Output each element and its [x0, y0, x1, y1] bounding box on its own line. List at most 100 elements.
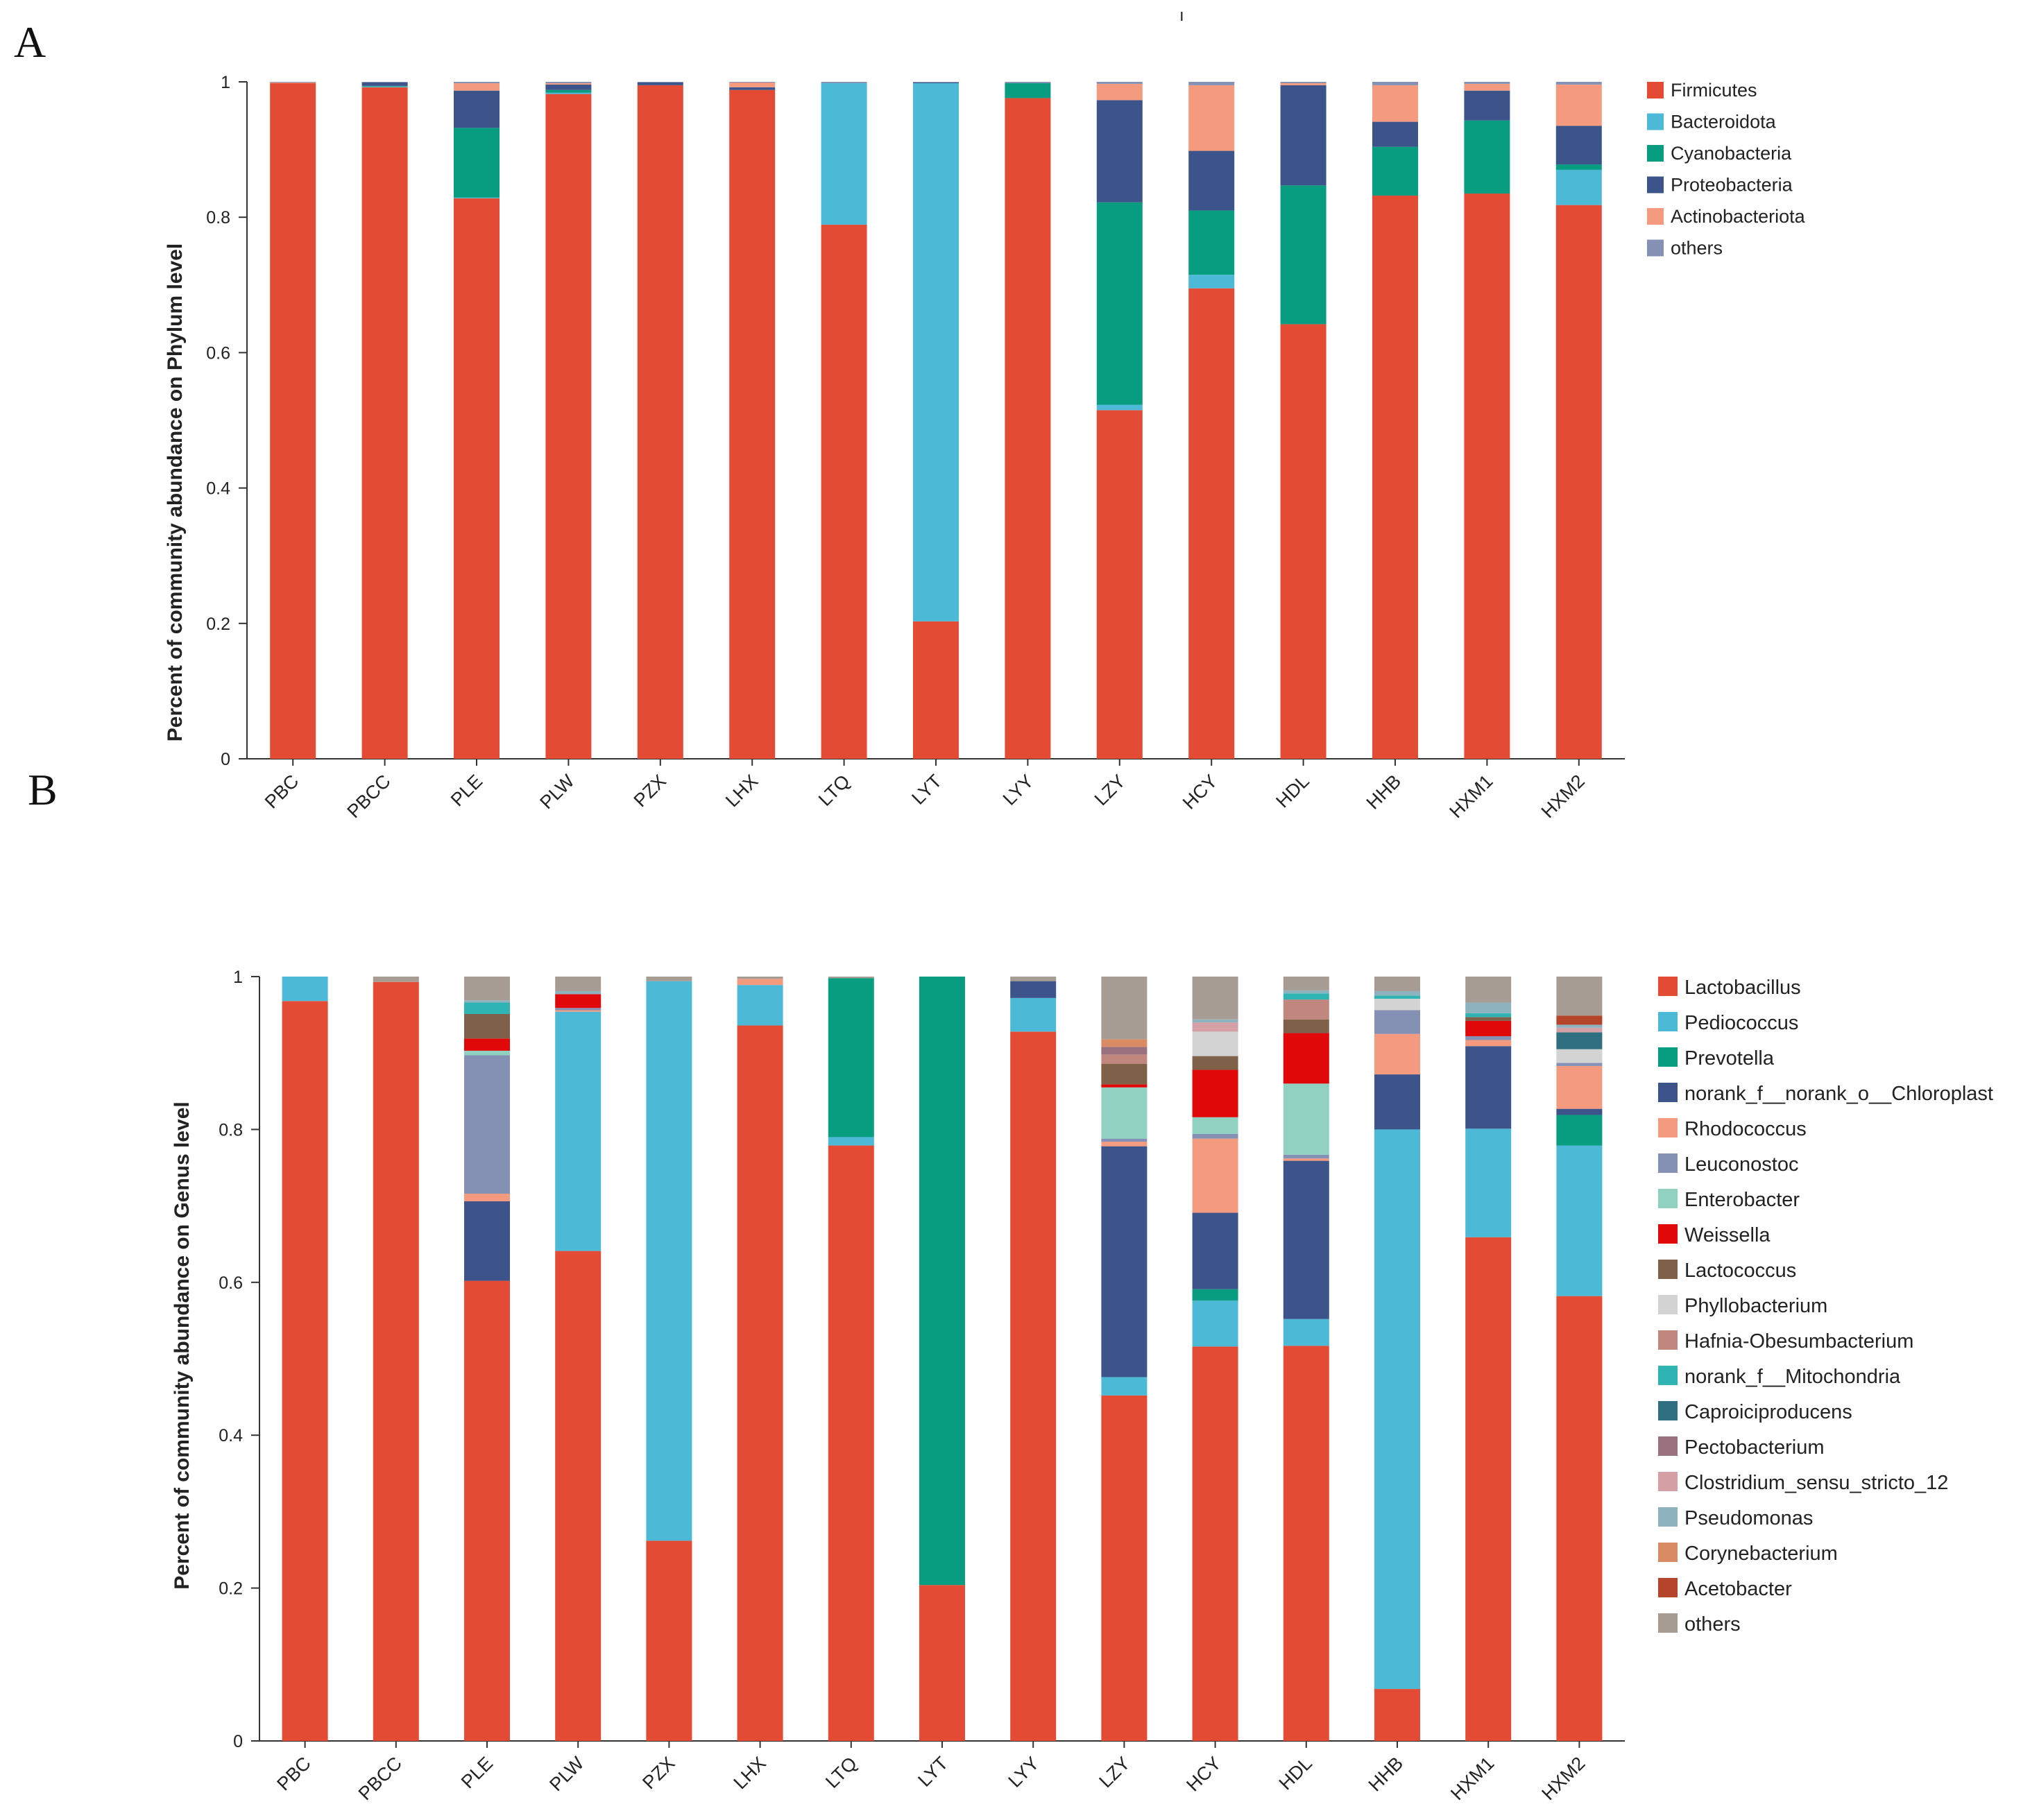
genus-bar-LTQ-Lactobacillus — [828, 1145, 874, 1741]
phylum-legend-swatch — [1647, 82, 1664, 98]
genus-bar-HDL-Enterobacter — [1283, 1083, 1329, 1155]
genus-bar-HCY-Leuconostoc — [1192, 1134, 1238, 1139]
phylum-bar-LHX-Actinobacteriota — [729, 82, 776, 87]
phylum-bar-PZX-Proteobacteria — [637, 82, 683, 85]
genus-legend-label: Enterobacter — [1684, 1189, 1800, 1211]
phylum-bar-PBCC-Proteobacteria — [361, 82, 408, 86]
genus-bar-LYY-norank_f__norank_o__Chloroplast — [1010, 981, 1057, 998]
phylum-bar-HCY-Firmicutes — [1188, 288, 1235, 759]
phylum-bar-HHB-Firmicutes — [1372, 195, 1418, 759]
phylum-bar-PZX-others — [637, 82, 683, 83]
phylum-bar-HXM1-Firmicutes — [1464, 194, 1510, 759]
phylum-bar-PLE-Proteobacteria — [454, 90, 500, 128]
phylum-x-tick-label-HXM2: HXM2 — [1537, 771, 1589, 822]
genus-bar-LZY-Enterobacter — [1101, 1087, 1148, 1139]
genus-bar-PLE-others — [464, 977, 510, 1001]
genus-legend-swatch — [1658, 1153, 1678, 1173]
genus-bar-LTQ-Pediococcus — [828, 1137, 874, 1146]
genus-bar-PLE-Lactobacillus — [464, 1280, 510, 1741]
phylum-bar-LHX-others — [729, 82, 776, 83]
phylum-bar-PLW-Firmicutes — [545, 94, 592, 759]
genus-bar-LZY-norank_f__norank_o__Chloroplast — [1101, 1146, 1148, 1377]
genus-y-tick-label: 0 — [233, 1732, 243, 1751]
genus-bar-PLW-Weissella — [555, 994, 602, 1008]
genus-bar-PLE-norank_f__norank_o__Chloroplast — [464, 1201, 510, 1281]
genus-bar-HXM1-norank_f__Mitochondria — [1465, 1013, 1512, 1018]
genus-bar-PLW-Lactobacillus — [555, 1251, 602, 1741]
phylum-y-tick-label: 0 — [221, 750, 230, 769]
panel-label-b: B — [28, 765, 58, 814]
genus-legend-swatch — [1658, 1366, 1678, 1385]
genus-bar-HXM2-Pseudomonas — [1556, 1024, 1603, 1028]
phylum-legend-swatch — [1647, 176, 1664, 194]
genus-legend-swatch — [1658, 1543, 1678, 1562]
genus-bar-HCY-Pediococcus — [1192, 1300, 1238, 1347]
phylum-bar-LYT-Bacteroidota — [913, 83, 959, 621]
genus-bar-LZY-Lactobacillus — [1101, 1395, 1148, 1741]
genus-bar-HHB-norank_f__norank_o__Chloroplast — [1374, 1074, 1420, 1130]
genus-y-tick-label: 0.2 — [219, 1579, 243, 1599]
genus-bar-PLW-Pseudomonas — [555, 990, 602, 995]
phylum-x-tick-label-PBC: PBC — [261, 771, 302, 812]
genus-bar-HXM2-Leuconostoc — [1556, 1063, 1603, 1066]
phylum-legend-label: others — [1671, 238, 1723, 259]
phylum-chart: Percent of community abundance on Phylum… — [164, 73, 1806, 822]
genus-bar-LHX-others — [737, 977, 783, 979]
genus-bar-HHB-Pediococcus — [1374, 1129, 1420, 1690]
phylum-bar-PBCC-Cyanobacteria — [361, 85, 408, 87]
genus-y-tick-label: 1 — [233, 968, 243, 987]
genus-bar-LHX-Rhodococcus — [737, 979, 783, 986]
genus-bar-PBC-Pediococcus — [282, 977, 328, 1002]
genus-bar-PLW-Leuconostoc — [555, 1008, 602, 1011]
phylum-bar-HHB-Cyanobacteria — [1372, 146, 1418, 196]
genus-legend-swatch — [1658, 1189, 1678, 1208]
phylum-y-tick-label: 0.2 — [206, 615, 230, 634]
genus-bar-PBCC-others — [373, 977, 419, 982]
phylum-x-tick-label-HDL: HDL — [1272, 771, 1313, 812]
phylum-bar-LYY-Firmicutes — [1005, 98, 1051, 759]
genus-bar-LZY-Rhodococcus — [1101, 1142, 1148, 1147]
genus-bar-HCY-Weissella — [1192, 1070, 1238, 1117]
genus-bar-HHB-others — [1374, 977, 1420, 991]
genus-legend-swatch — [1658, 1401, 1678, 1420]
panel-label-a: A — [14, 17, 46, 67]
phylum-x-tick-label-HHB: HHB — [1363, 771, 1406, 814]
genus-legend-swatch — [1658, 1260, 1678, 1279]
genus-legend-swatch — [1658, 1224, 1678, 1244]
genus-bar-HHB-Rhodococcus — [1374, 1033, 1420, 1075]
genus-bar-HXM2-Rhodococcus — [1556, 1065, 1603, 1109]
genus-legend-swatch — [1658, 977, 1678, 996]
genus-bar-PLW-Pediococcus — [555, 1011, 602, 1251]
phylum-bar-HCY-Bacteroidota — [1188, 275, 1235, 289]
genus-bar-HDL-norank_f__norank_o__Chloroplast — [1283, 1160, 1329, 1319]
genus-bar-HXM1-Weissella — [1465, 1020, 1512, 1036]
genus-legend-label: Lactobacillus — [1684, 977, 1801, 999]
genus-legend-swatch — [1658, 1083, 1678, 1102]
phylum-x-tick-label-PLE: PLE — [447, 771, 486, 810]
genus-bar-LYY-others — [1010, 977, 1057, 981]
phylum-bar-LZY-Proteobacteria — [1096, 100, 1143, 203]
genus-bars — [282, 977, 1603, 1741]
genus-bar-LYY-Pediococcus — [1010, 997, 1057, 1032]
phylum-legend-swatch — [1647, 145, 1664, 162]
genus-bar-PLE-norank_f__Mitochondria — [464, 1002, 510, 1014]
genus-bar-PLE-Rhodococcus — [464, 1193, 510, 1201]
genus-bar-HDL-Pediococcus — [1283, 1319, 1329, 1346]
phylum-x-tick-label-HCY: HCY — [1179, 771, 1222, 814]
genus-legend-swatch — [1658, 1047, 1678, 1067]
genus-legend-label: Phyllobacterium — [1684, 1295, 1827, 1317]
genus-legend-swatch — [1658, 1578, 1678, 1597]
phylum-bar-HDL-Cyanobacteria — [1280, 185, 1326, 325]
genus-legend-swatch — [1658, 1613, 1678, 1633]
genus-x-tick-label-PBC: PBC — [273, 1753, 314, 1794]
genus-bar-HXM2-others — [1556, 977, 1603, 1016]
phylum-x-tick-label-LYT: LYT — [907, 771, 946, 809]
genus-bar-PLE-Enterobacter — [464, 1050, 510, 1056]
genus-y-tick-label: 0.6 — [219, 1273, 243, 1293]
phylum-bar-HDL-Firmicutes — [1280, 324, 1326, 759]
phylum-legend-swatch — [1647, 208, 1664, 225]
phylum-bar-HXM2-Firmicutes — [1555, 205, 1602, 759]
phylum-bar-PBCC-Firmicutes — [361, 87, 408, 759]
genus-bar-LZY-Pectobacterium — [1101, 1047, 1148, 1055]
genus-bar-HXM1-norank_f__norank_o__Chloroplast — [1465, 1046, 1512, 1129]
